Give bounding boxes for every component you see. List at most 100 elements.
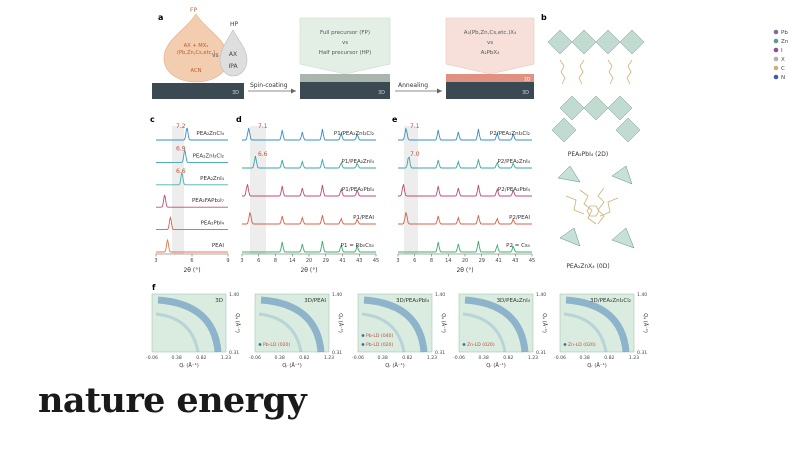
x-tick-label: 0.38 xyxy=(479,355,489,361)
trace-label-5: P2 = Cs₀ xyxy=(506,243,531,249)
x-tick-label: 0.82 xyxy=(196,355,206,361)
x-tick-label-3: 9 xyxy=(226,258,229,264)
x-axis-label: Qᵣ (Å⁻¹) xyxy=(385,362,405,369)
highlight-band xyxy=(404,126,418,254)
caption-2d: PEA₂PbI₄ (2D) xyxy=(568,151,609,158)
x-tick-label: -0.06 xyxy=(352,355,364,361)
trace-label-5: P1 = Rb₀Cs₀ xyxy=(341,243,375,249)
trace-label-1: P2/PEA₂ZnI₂Cl₂ xyxy=(490,131,530,137)
film-3d-1-label: 3D xyxy=(232,90,239,96)
y-tick-top: 1.40 xyxy=(332,292,342,298)
peak-label-1: 7.2 xyxy=(176,123,186,130)
x-tick-label-2: 6 xyxy=(413,258,416,264)
giwaxs-map-2: 3D/PEAI Pb-LD (020) -0.06 0.38 0.82 1.23 Qᵣ (Å… xyxy=(249,292,344,369)
y-axis-label: Qᵩ (Å⁻¹) xyxy=(541,313,548,333)
x-tick-label: 0.38 xyxy=(172,355,182,361)
film-3d-3-label: 3D xyxy=(522,90,529,96)
trace-label-2: P1/PEA₂ZnI₄ xyxy=(341,159,374,165)
trace-label-5: PEA₂PbI₄ xyxy=(201,221,225,227)
giwaxs-map-5: 3D/PEA₂ZnI₂Cl₂ Zn-LD (020) -0.06 0.38 0.82 1.… xyxy=(554,292,649,369)
x-tick-label-7: 41 xyxy=(495,258,501,264)
x-tick-label-2: 6 xyxy=(190,258,193,264)
diffraction-ring xyxy=(565,296,630,353)
legend-dot-zn xyxy=(773,38,779,44)
x-tick-label: 0.38 xyxy=(580,355,590,361)
organic-network-0d xyxy=(565,187,619,225)
diffraction-ring xyxy=(157,296,222,353)
panel-letter-f: f xyxy=(152,283,156,292)
fp-droplet-label: FP xyxy=(190,7,197,14)
annotation-marker xyxy=(462,343,466,346)
trace-2 xyxy=(156,148,228,163)
panel-letter-e: e xyxy=(392,115,398,124)
x-tick-label: 1.23 xyxy=(427,355,437,361)
y-tick-bottom: 0.31 xyxy=(229,350,239,356)
product-box xyxy=(445,17,535,75)
trace-5 xyxy=(242,240,376,253)
peak-label-1: 7.1 xyxy=(410,123,420,130)
y-tick-bottom: 0.31 xyxy=(637,350,647,356)
panel-letter-c: c xyxy=(150,115,155,124)
x-tick-label: 0.38 xyxy=(275,355,285,361)
box2-line-2: vs xyxy=(487,40,493,46)
x-tick-label-1: 3 xyxy=(154,258,157,264)
caption-0d: PEA₂ZnX₄ (0D) xyxy=(566,263,609,270)
x-tick-label-8: 43 xyxy=(512,258,518,264)
x-tick-label: 0.38 xyxy=(378,355,388,361)
diffraction-ring xyxy=(363,296,428,353)
panel-letter-a: a xyxy=(158,13,163,22)
x-tick-label-4: 14 xyxy=(289,258,295,264)
x-tick-label: -0.06 xyxy=(146,355,158,361)
octahedra-layer-mid xyxy=(551,117,641,143)
x-tick-label-6: 29 xyxy=(479,258,485,264)
x-tick-label-4: 14 xyxy=(445,258,451,264)
box1-line-3: Half precursor (HP) xyxy=(319,50,372,56)
tetrahedra-0d xyxy=(557,165,635,249)
annotation-marker xyxy=(361,343,365,346)
x-axis-label: Qᵣ (Å⁻¹) xyxy=(179,362,199,369)
map-title: 3D xyxy=(215,298,223,304)
x-tick-label: -0.06 xyxy=(249,355,261,361)
trace-label-6: PEAI xyxy=(212,243,225,249)
diffraction-ring-inner xyxy=(361,312,406,353)
y-axis-label: Qᵩ (Å⁻¹) xyxy=(440,313,447,333)
annotation-label: Pb-LD (020) xyxy=(263,342,290,348)
legend-label-zn: Zn xyxy=(781,39,789,45)
x-tick-label: 1.23 xyxy=(629,355,639,361)
trace-label-1: PEA₂ZnCl₄ xyxy=(196,131,224,137)
trace-label-1: P1/PEA₂ZnI₂Cl₂ xyxy=(334,131,374,137)
xrd-panel-d: d P1/PEA₂ZnI₂Cl₂ 7.1 P1/PEA₂ZnI₄ 6.6 P1/PEA₂P… xyxy=(236,115,379,274)
y-axis-label: Qᵩ (Å⁻¹) xyxy=(337,313,344,333)
annotation-label: Pb-LD (040) xyxy=(366,333,393,339)
x-axis-label: 2θ (°) xyxy=(183,267,200,274)
annotation-marker xyxy=(258,343,262,346)
x-tick-label-9: 45 xyxy=(373,258,379,264)
fp-line-2: (Pb,Zn,Cs,etc.) xyxy=(177,50,215,56)
hp-line-2: IPA xyxy=(228,63,238,70)
x-axis-label: Qᵣ (Å⁻¹) xyxy=(282,362,302,369)
x-axis-label: 2θ (°) xyxy=(456,267,473,274)
x-tick-label: 1.23 xyxy=(528,355,538,361)
x-tick-label-5: 20 xyxy=(306,258,312,264)
highlight-band xyxy=(172,126,184,254)
trace-label-3: P2/PEA₂PbI₄ xyxy=(498,187,531,193)
giwaxs-map-4: 3D/PEA₂ZnI₄ Zn-LD (020) -0.06 0.38 0.82 1.23 Q… xyxy=(453,292,548,369)
legend-label-i: I xyxy=(781,48,783,54)
legend-label-c: C xyxy=(781,66,785,72)
annotation-label: Zn-LD (020) xyxy=(467,342,495,348)
box1-line-1: Full precursor (FP) xyxy=(320,30,370,36)
highlight-band xyxy=(250,126,266,254)
y-axis-label: Qᵩ (Å⁻¹) xyxy=(234,313,241,333)
xrd-panel-c: c PEA₂ZnCl₄ 7.2 PEA₂ZnI₂Cl₂ 6.9 PEA₂ZnI₄ 6.6 PE… xyxy=(150,115,230,274)
peak-label-2: 6.6 xyxy=(258,151,268,158)
arrow-annealing-head xyxy=(437,88,442,94)
y-tick-top: 1.40 xyxy=(637,292,647,298)
panel-a: a FP AX + MX₂ (Pb,Zn,Cs,etc.) ACN vs HP … xyxy=(152,7,535,99)
spin-coating-label: Spin-coating xyxy=(250,82,288,89)
x-tick-label: 0.82 xyxy=(402,355,412,361)
map-title: 3D/PEA₂ZnI₂Cl₂ xyxy=(590,298,631,304)
map-title: 3D/PEA₂ZnI₄ xyxy=(497,298,531,304)
